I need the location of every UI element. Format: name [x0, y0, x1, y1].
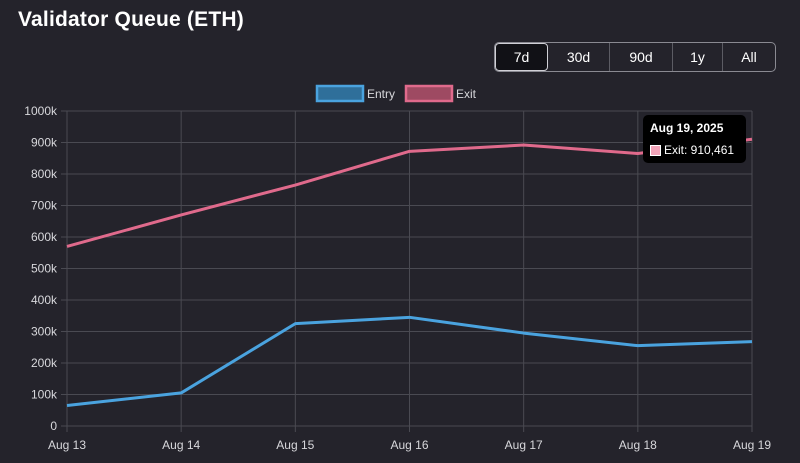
range-7d-button[interactable]: 7d: [495, 43, 548, 71]
range-1y-button[interactable]: 1y: [673, 43, 723, 71]
y-tick-label: 700k: [31, 199, 58, 213]
legend-label-entry: Entry: [367, 87, 395, 101]
range-90d-button[interactable]: 90d: [610, 43, 673, 71]
x-tick-label: Aug 15: [276, 438, 314, 452]
tooltip-swatch: [650, 144, 661, 156]
y-tick-label: 1000k: [24, 104, 58, 118]
range-30d-button[interactable]: 30d: [548, 43, 610, 71]
tooltip-row: Exit: 910,461: [650, 143, 739, 157]
tooltip-title: Aug 19, 2025: [650, 121, 724, 135]
chart-grid: [61, 110, 753, 432]
x-tick-label: Aug 16: [390, 438, 428, 452]
y-tick-label: 900k: [31, 136, 58, 150]
chart-tooltip: Aug 19, 2025 Exit: 910,461: [643, 115, 746, 163]
y-tick-label: 400k: [31, 293, 58, 307]
y-axis-ticks: 0 100k 200k 300k 400k 500k 600k 700k 800k 900k 100…: [24, 104, 58, 433]
tooltip-label: Exit: 910,461: [664, 143, 735, 157]
x-axis-ticks: Aug 13 Aug 14 Aug 15 Aug 16 Aug 17 Aug 18 Aug …: [48, 438, 771, 452]
y-tick-label: 100k: [31, 388, 58, 402]
y-tick-label: 600k: [31, 230, 58, 244]
y-tick-label: 800k: [31, 167, 58, 181]
legend-swatch-exit: [404, 84, 454, 103]
y-tick-label: 300k: [31, 325, 58, 339]
range-selector: 7d 30d 90d 1y All: [494, 42, 776, 72]
chart-series: [66, 137, 753, 408]
chart-legend: Entry Exit: [315, 84, 477, 103]
page-title: Validator Queue (ETH): [18, 8, 244, 31]
x-tick-label: Aug 13: [48, 438, 86, 452]
x-tick-label: Aug 19: [733, 438, 771, 452]
y-tick-label: 500k: [31, 262, 58, 276]
range-all-button[interactable]: All: [741, 49, 757, 65]
x-tick-label: Aug 14: [162, 438, 200, 452]
y-tick-label: 0: [50, 419, 57, 433]
legend-swatch-entry: [315, 84, 365, 103]
x-tick-label: Aug 17: [505, 438, 543, 452]
x-tick-label: Aug 18: [619, 438, 657, 452]
legend-label-exit: Exit: [456, 87, 477, 101]
y-tick-label: 200k: [31, 356, 58, 370]
